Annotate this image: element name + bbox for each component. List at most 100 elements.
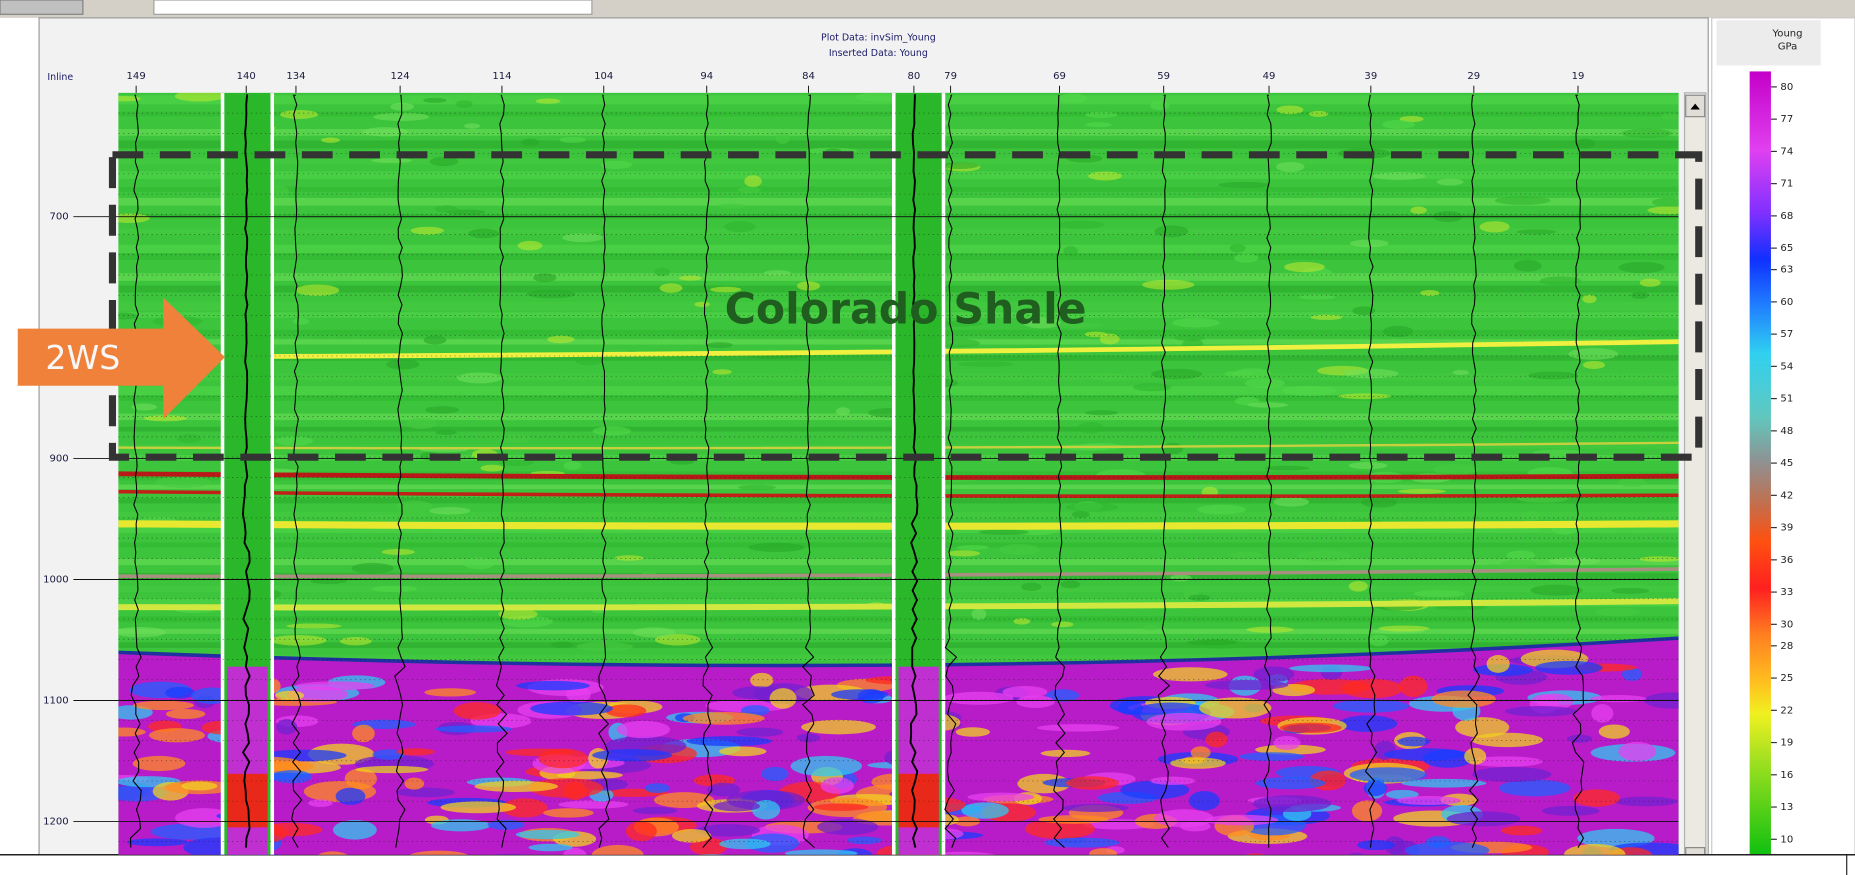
texture-blob	[724, 221, 756, 233]
texture-blob	[396, 787, 455, 798]
texture-blob	[404, 777, 425, 790]
texture-blob	[1618, 261, 1665, 274]
toolbar-buttons[interactable]	[0, 0, 84, 15]
texture-blob	[1621, 667, 1643, 681]
texture-blob	[1146, 712, 1222, 731]
x-tick-label: 84	[802, 71, 815, 82]
trace	[944, 94, 958, 848]
texture-blob	[738, 484, 776, 491]
texture-blob	[456, 372, 503, 384]
texture-blob	[718, 746, 767, 757]
texture-blob	[423, 97, 447, 103]
texture-blob	[396, 748, 435, 756]
texture-blob	[1347, 852, 1366, 855]
texture-blob	[556, 771, 623, 780]
texture-blob	[1276, 105, 1304, 115]
texture-blob	[813, 803, 869, 811]
texture-blob	[1264, 465, 1310, 471]
texture-blob	[1661, 112, 1679, 120]
texture-blob	[1548, 557, 1601, 566]
texture-blob	[1310, 314, 1343, 320]
texture-blob	[1652, 197, 1679, 207]
texture-blob	[174, 92, 225, 102]
texture-blob	[1372, 172, 1426, 180]
well-log-curve	[909, 94, 919, 848]
texture-blob	[1196, 504, 1246, 515]
texture-blob	[131, 403, 158, 411]
texture-blob	[1085, 111, 1118, 118]
texture-blob	[498, 459, 534, 467]
texture-blob	[1422, 749, 1473, 768]
texture-blob	[1149, 776, 1196, 785]
texture-blob	[521, 138, 540, 147]
texture-blob	[602, 309, 618, 317]
texture-blob	[1199, 697, 1272, 719]
texture-blob	[695, 824, 761, 837]
texture-blob	[605, 704, 647, 718]
texture-blob	[1598, 724, 1630, 739]
texture-blob	[1382, 325, 1414, 338]
texture-blob	[133, 700, 194, 711]
trace	[1157, 94, 1171, 848]
texture-blob	[1037, 724, 1120, 732]
texture-blob	[971, 608, 987, 620]
texture-blob	[1351, 800, 1383, 822]
x-tick-label: 19	[1572, 71, 1585, 82]
texture-blob	[528, 843, 573, 852]
texture-blob	[440, 801, 516, 814]
texture-blob	[339, 637, 372, 646]
texture-blob	[1152, 667, 1228, 682]
texture-blob	[751, 800, 781, 820]
texture-blob	[1342, 368, 1399, 379]
well-marker-label: 2WS	[45, 338, 120, 377]
colorbar-tick-label: 68	[1780, 211, 1793, 222]
texture-blob	[1170, 757, 1226, 769]
colorbar-tick-label: 48	[1780, 426, 1793, 437]
texture-blob	[1297, 550, 1351, 562]
texture-blob	[372, 585, 418, 592]
texture-blob	[1455, 717, 1510, 738]
texture-blob	[1500, 825, 1543, 836]
well-log-curve	[241, 94, 251, 848]
colorbar-tick-label: 19	[1780, 738, 1793, 749]
texture-blob	[1142, 624, 1159, 631]
texture-blob	[1486, 655, 1510, 673]
texture-blob	[150, 823, 232, 840]
texture-blob	[600, 160, 632, 170]
texture-blob	[1536, 693, 1574, 710]
texture-blob	[1405, 841, 1490, 855]
x-tick-label: 49	[1263, 71, 1276, 82]
texture-blob	[1639, 556, 1679, 562]
colorbar-tick-label: 42	[1780, 490, 1793, 501]
texture-blob	[857, 689, 885, 704]
texture-blob	[1472, 766, 1552, 783]
toolbar-field[interactable]	[153, 0, 593, 15]
texture-blob	[435, 205, 458, 213]
texture-blob	[1230, 551, 1263, 559]
plot-title: Plot Data: invSim_Young	[821, 33, 936, 44]
annotations: Colorado Shale 2WS	[17, 151, 1703, 461]
colorbar-tick-label: 16	[1780, 770, 1793, 781]
colorbar-title: Young	[1771, 28, 1802, 39]
texture-blob	[1013, 618, 1031, 625]
texture-blob	[1506, 550, 1536, 561]
texture-blob	[1410, 206, 1427, 215]
texture-blob	[118, 312, 138, 320]
trace	[291, 94, 303, 848]
texture-blob	[271, 770, 312, 784]
colorbar-tick-label: 54	[1780, 361, 1793, 372]
texture-blob	[425, 406, 459, 414]
seismic-field	[118, 92, 1679, 855]
texture-blob	[1150, 101, 1170, 111]
texture-blob	[406, 417, 437, 429]
texture-blob	[1059, 93, 1087, 104]
texture-blob	[1464, 747, 1487, 765]
texture-blob	[1204, 814, 1279, 826]
texture-blob	[1021, 582, 1042, 591]
texture-blob	[1038, 815, 1109, 824]
texture-blob	[1401, 778, 1487, 788]
texture-blob	[1084, 410, 1118, 416]
texture-blob	[275, 436, 314, 446]
texture-blob	[355, 765, 429, 774]
texture-blob	[1053, 322, 1105, 328]
